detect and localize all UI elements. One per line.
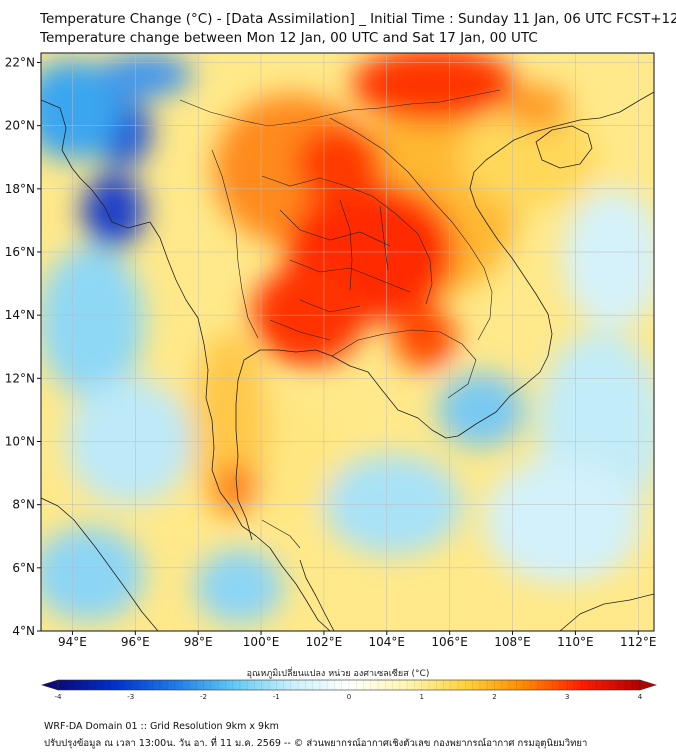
lon-label: 112°E <box>620 635 657 649</box>
footer-credit: ปรับปรุงข้อมูล ณ เวลา 13:00น. วัน อา. ที… <box>44 738 588 749</box>
temperature-blob <box>484 457 642 584</box>
border-myanmar-thailand <box>211 149 259 339</box>
lon-label: 98°E <box>184 635 213 649</box>
border-thailand-malaysia <box>261 519 301 549</box>
lat-label: 6°N <box>12 561 35 575</box>
footer-model-info: WRF-DA Domain 01 :: Grid Resolution 9km … <box>44 721 279 732</box>
colorbar-tick-label: -2 <box>200 693 207 700</box>
coastline-sumatra <box>41 497 159 631</box>
coastline-borneo <box>559 593 654 631</box>
lon-label: 96°E <box>121 635 150 649</box>
temperature-blob <box>213 463 258 515</box>
lat-label: 10°N <box>5 434 35 448</box>
coastline-mainland <box>41 99 331 631</box>
colorbar-tick-label: 3 <box>565 693 569 700</box>
lat-label: 12°N <box>5 371 35 385</box>
lat-label: 18°N <box>5 182 35 196</box>
coastline-malay-east <box>299 559 335 631</box>
temperature-blob <box>295 125 384 202</box>
lon-label: 104°E <box>369 635 406 649</box>
lat-label: 8°N <box>12 498 35 512</box>
temperature-blob <box>459 106 598 208</box>
lon-label: 94°E <box>58 635 87 649</box>
lon-label: 102°E <box>306 635 343 649</box>
colorbar-tick-label: 1 <box>420 693 424 700</box>
colorbar-tick-label: -1 <box>273 693 280 700</box>
lat-label: 16°N <box>5 245 35 259</box>
lat-label: 22°N <box>5 55 35 69</box>
border-china <box>179 89 501 127</box>
temperature-blob <box>352 53 516 123</box>
temperature-blob <box>393 305 456 369</box>
lat-label: 4°N <box>12 624 35 638</box>
temperature-blob <box>437 372 526 448</box>
temperature-blob <box>41 526 145 622</box>
lon-label: 100°E <box>243 635 280 649</box>
colorbar-tick-label: -3 <box>127 693 134 700</box>
colorbar-tick-label: -4 <box>55 693 63 700</box>
lon-label: 110°E <box>557 635 594 649</box>
colorbar-min-arrow <box>40 679 59 691</box>
chart-title: Temperature Change (°C) - [Data Assimila… <box>40 11 676 27</box>
lat-label: 20°N <box>5 119 35 133</box>
temperature-change-map: 22°N 20°N 18°N 16°N 14°N 12°N 10°N 8°N 6°N 4°N 94… <box>5 52 658 700</box>
temperature-blob <box>506 84 570 129</box>
colorbar-label: อุณหภูมิเปลี่ยนแปลง หน่วย องศาเซลเซียส (… <box>246 669 430 679</box>
border-thailand-laos <box>261 175 433 305</box>
colorbar-tick-label: 4 <box>638 693 643 700</box>
colorbar-tick-label: 2 <box>492 693 496 700</box>
temperature-blob <box>562 188 654 328</box>
colorbar-tick-label: 0 <box>347 693 351 700</box>
temperature-blob <box>97 53 192 98</box>
temperature-blob <box>81 173 145 249</box>
admin-lines-thailand <box>269 199 411 341</box>
lon-label: 106°E <box>431 635 468 649</box>
colorbar-max-arrow <box>639 679 658 691</box>
lat-label: 14°N <box>5 308 35 322</box>
coastline-hainan <box>535 125 593 169</box>
coastline-gulf-thailand <box>235 91 654 541</box>
chart-subtitle: Temperature change between Mon 12 Jan, 0… <box>40 30 538 46</box>
temperature-blob <box>41 245 145 398</box>
border-laos-vietnam <box>329 117 493 341</box>
border-cambodia <box>331 329 477 399</box>
temperature-blob <box>195 548 284 625</box>
map-frame <box>40 52 655 632</box>
map-panel: 22°N 20°N 18°N 16°N 14°N 12°N 10°N 8°N 6°N 4°N 94… <box>5 52 658 700</box>
lon-label: 108°E <box>494 635 531 649</box>
